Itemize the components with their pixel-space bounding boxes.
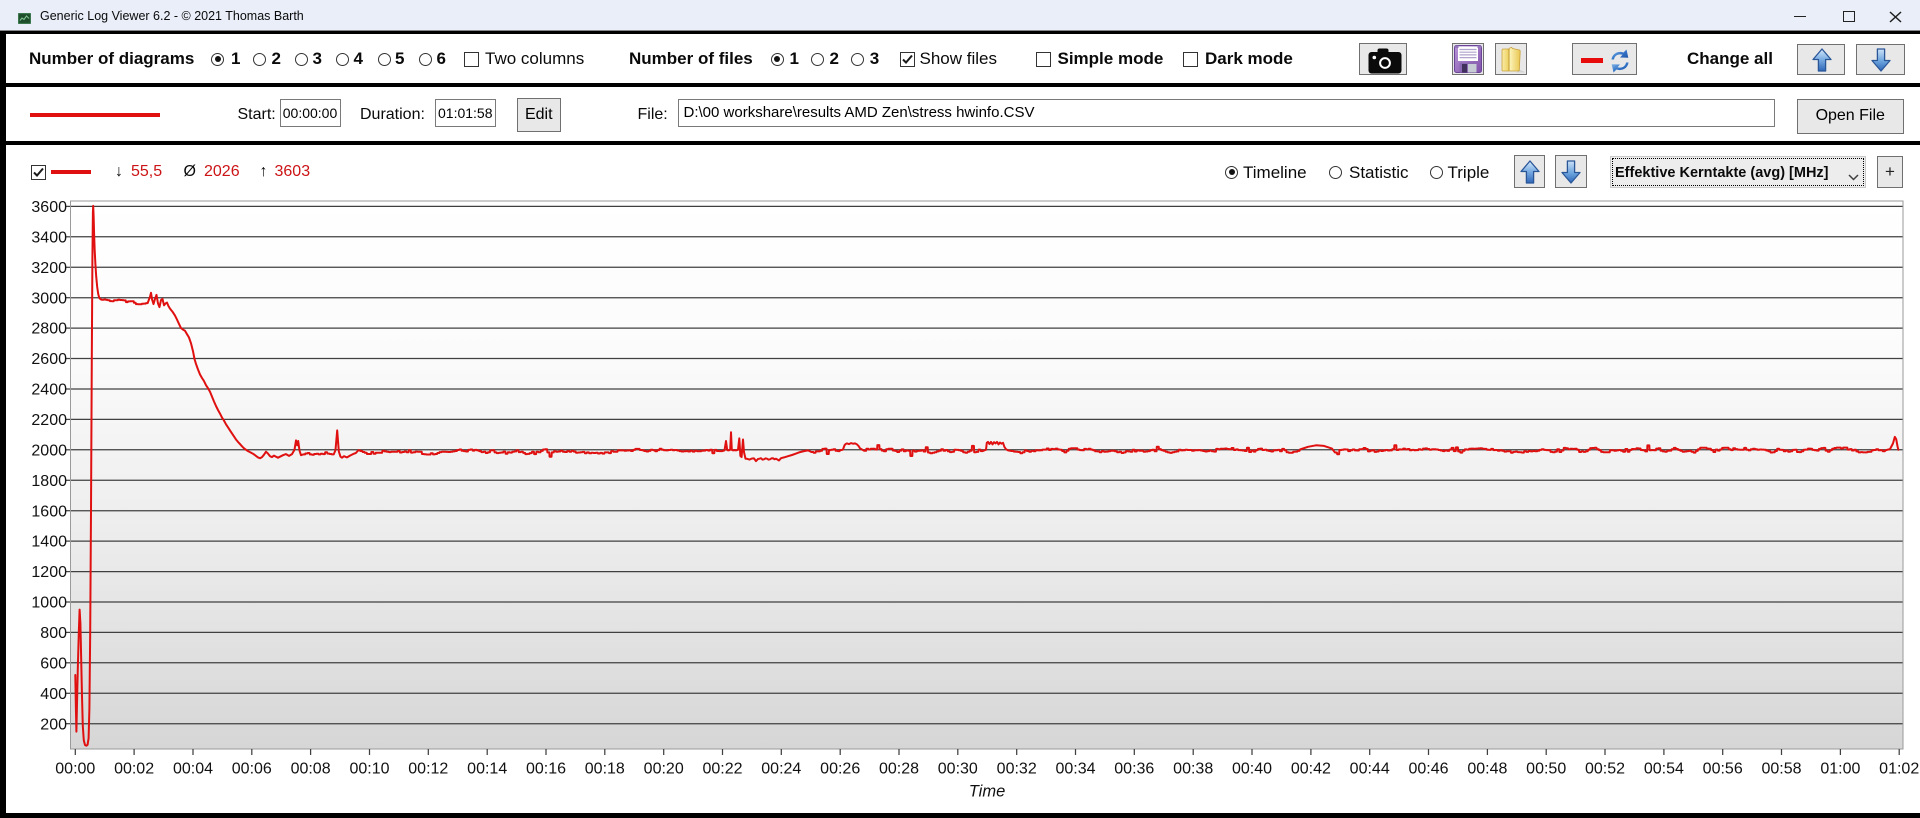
svg-text:00:56: 00:56 — [1703, 761, 1743, 778]
svg-text:2000: 2000 — [31, 442, 67, 459]
svg-text:400: 400 — [40, 686, 67, 703]
svg-text:1200: 1200 — [31, 564, 67, 581]
svg-text:2400: 2400 — [31, 382, 67, 399]
svg-text:00:12: 00:12 — [408, 761, 448, 778]
svg-text:3400: 3400 — [31, 229, 67, 246]
svg-text:800: 800 — [40, 625, 67, 642]
svg-text:00:58: 00:58 — [1761, 761, 1801, 778]
svg-text:00:10: 00:10 — [349, 761, 389, 778]
svg-text:00:48: 00:48 — [1467, 761, 1507, 778]
svg-text:00:20: 00:20 — [644, 761, 684, 778]
svg-text:1800: 1800 — [31, 473, 67, 490]
svg-text:200: 200 — [40, 716, 67, 733]
svg-text:01:00: 01:00 — [1820, 761, 1860, 778]
svg-text:00:06: 00:06 — [232, 761, 272, 778]
svg-text:00:00: 00:00 — [55, 761, 95, 778]
svg-text:00:18: 00:18 — [585, 761, 625, 778]
svg-text:1600: 1600 — [31, 503, 67, 520]
svg-text:00:52: 00:52 — [1585, 761, 1625, 778]
svg-text:2600: 2600 — [31, 351, 67, 368]
svg-text:00:44: 00:44 — [1350, 761, 1390, 778]
svg-text:00:04: 00:04 — [173, 761, 213, 778]
svg-text:00:42: 00:42 — [1291, 761, 1331, 778]
svg-text:00:38: 00:38 — [1173, 761, 1213, 778]
svg-text:00:02: 00:02 — [114, 761, 154, 778]
svg-text:00:14: 00:14 — [467, 761, 507, 778]
svg-text:00:34: 00:34 — [1055, 761, 1095, 778]
svg-text:3000: 3000 — [31, 290, 67, 307]
svg-text:00:54: 00:54 — [1644, 761, 1684, 778]
svg-text:00:16: 00:16 — [526, 761, 566, 778]
svg-text:3600: 3600 — [31, 199, 67, 216]
svg-text:00:26: 00:26 — [820, 761, 860, 778]
svg-text:1400: 1400 — [31, 534, 67, 551]
svg-text:00:28: 00:28 — [879, 761, 919, 778]
svg-text:00:46: 00:46 — [1408, 761, 1448, 778]
svg-text:1000: 1000 — [31, 595, 67, 612]
svg-text:00:30: 00:30 — [938, 761, 978, 778]
svg-text:3200: 3200 — [31, 260, 67, 277]
svg-text:00:22: 00:22 — [702, 761, 742, 778]
svg-text:600: 600 — [40, 655, 67, 672]
svg-text:00:24: 00:24 — [761, 761, 801, 778]
svg-text:2800: 2800 — [31, 321, 67, 338]
svg-text:00:08: 00:08 — [291, 761, 331, 778]
svg-text:00:32: 00:32 — [997, 761, 1037, 778]
svg-text:00:36: 00:36 — [1114, 761, 1154, 778]
svg-text:00:40: 00:40 — [1232, 761, 1272, 778]
svg-text:01:02: 01:02 — [1879, 761, 1919, 778]
svg-text:2200: 2200 — [31, 412, 67, 429]
svg-text:Time: Time — [969, 783, 1006, 801]
svg-text:00:50: 00:50 — [1526, 761, 1566, 778]
